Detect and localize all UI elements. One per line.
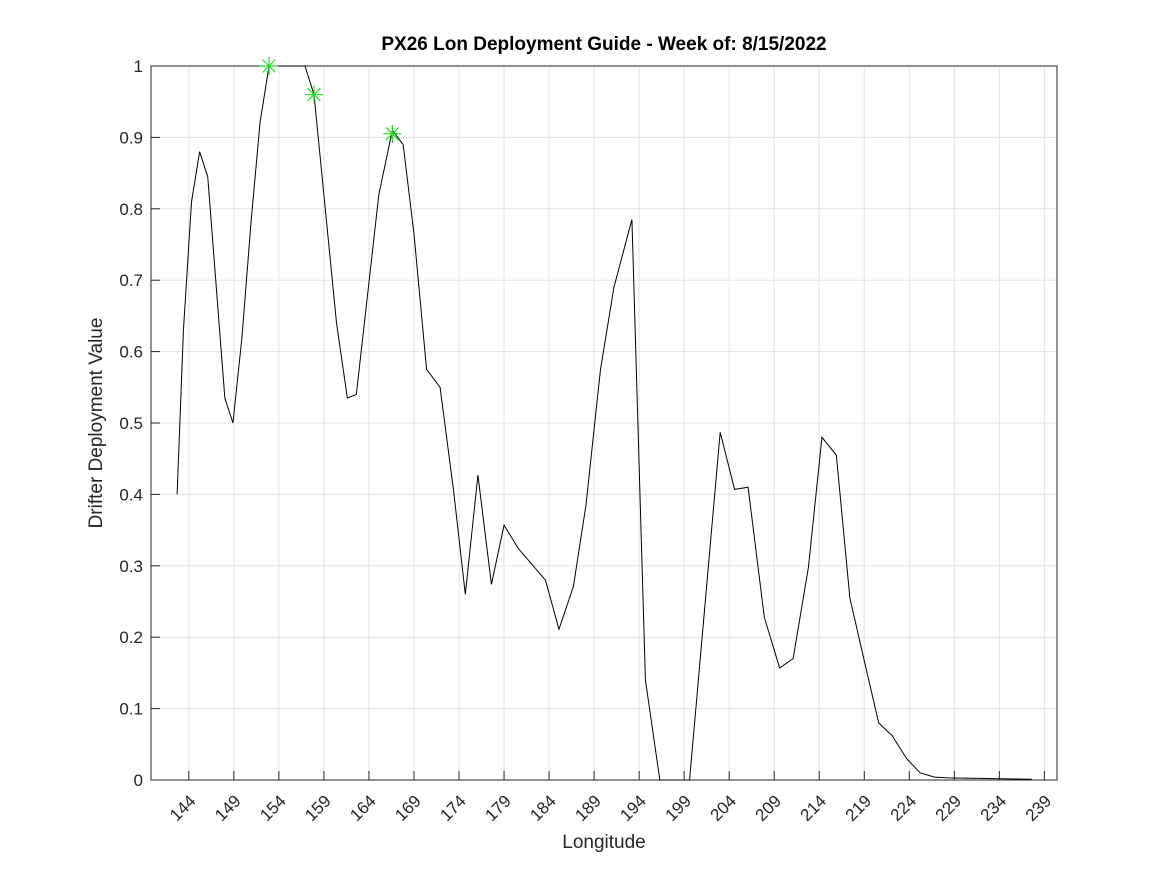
x-tick-label: 179: [481, 791, 514, 824]
star-marker: [305, 85, 324, 104]
y-tick-label: 0.6: [119, 343, 143, 362]
x-tick-label: 234: [977, 791, 1010, 824]
y-tick-label: 0.4: [119, 485, 143, 504]
x-tick-label: 184: [526, 791, 559, 824]
x-tick-label: 224: [887, 791, 920, 824]
x-tick-label: 164: [346, 791, 379, 824]
y-tick-label: 0.2: [119, 628, 143, 647]
star-marker: [259, 57, 278, 75]
y-tick-label: 0.7: [119, 271, 143, 290]
y-tick-label: 1: [134, 57, 143, 76]
x-tick-label: 219: [842, 791, 875, 824]
star-marker: [383, 124, 402, 143]
y-tick-label: 0.1: [119, 700, 143, 719]
x-tick-label: 174: [436, 791, 469, 824]
data-line: [176, 65, 1032, 781]
x-tick-label: 229: [932, 791, 965, 824]
y-tick-label: 0.9: [119, 128, 143, 147]
x-tick-label: 199: [661, 791, 694, 824]
plot-frame: [150, 65, 1058, 781]
y-tick-label: 0: [134, 771, 143, 790]
x-tick-label: 149: [211, 791, 244, 824]
x-tick-label: 144: [166, 791, 199, 824]
x-tick-label: 239: [1022, 791, 1055, 824]
y-tick-label: 0.8: [119, 200, 143, 219]
x-axis-label: Longitude: [562, 832, 645, 853]
y-tick-label: 0.5: [119, 414, 143, 433]
x-tick-label: 169: [391, 791, 424, 824]
x-tick-label: 204: [707, 791, 740, 824]
y-axis-label: Drifter Deployment Value: [86, 318, 107, 529]
x-tick-label: 209: [752, 791, 785, 824]
x-tick-label: 214: [797, 791, 830, 824]
x-tick-label: 194: [616, 791, 649, 824]
x-tick-label: 189: [571, 791, 604, 824]
x-tick-label: 159: [301, 791, 334, 824]
chart-title: PX26 Lon Deployment Guide - Week of: 8/1…: [381, 34, 826, 55]
x-tick-label: 154: [256, 791, 289, 824]
y-tick-label: 0.3: [119, 557, 143, 576]
